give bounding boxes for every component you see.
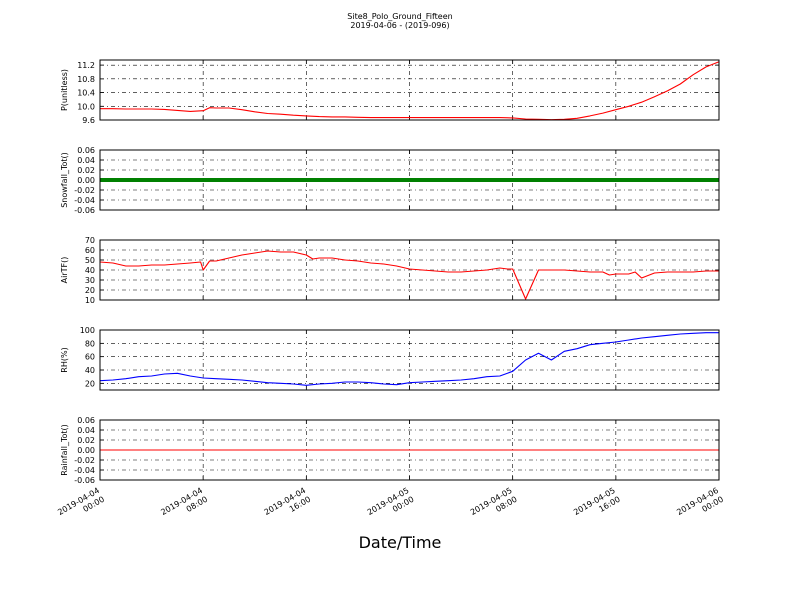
y-tick-label: 10.4 bbox=[77, 89, 95, 98]
y-tick-label: 100 bbox=[80, 326, 95, 335]
y-tick-label: 0.06 bbox=[77, 416, 95, 425]
y-axis-label: P(unitless) bbox=[60, 69, 69, 111]
series-line bbox=[99, 250, 719, 300]
x-axis-label: Date/Time bbox=[358, 533, 442, 552]
x-tick-label: 2019-04-0416:00 bbox=[263, 486, 313, 526]
y-tick-label: -0.02 bbox=[74, 456, 95, 465]
y-tick-label: 0.02 bbox=[77, 166, 95, 175]
plot-frame bbox=[99, 149, 720, 211]
y-tick-label: 11.2 bbox=[77, 61, 95, 70]
x-tick-label: 2019-04-0508:00 bbox=[469, 486, 519, 526]
x-tick-label: 2019-04-0400:00 bbox=[56, 486, 106, 526]
y-tick-label: 0.04 bbox=[77, 156, 95, 165]
y-tick-label: 0.06 bbox=[77, 146, 95, 155]
series-line bbox=[99, 332, 719, 386]
y-tick-label: -0.02 bbox=[74, 186, 95, 195]
y-tick-label: 60 bbox=[85, 353, 95, 362]
series-line bbox=[100, 61, 720, 121]
x-tick-label: 2019-04-0500:00 bbox=[366, 486, 416, 526]
y-tick-label: 9.6 bbox=[82, 116, 95, 125]
figure-subtitle: 2019-04-06 - (2019-096) bbox=[350, 21, 450, 30]
y-tick-label: 10.0 bbox=[77, 102, 95, 111]
y-axis-label: Rainfall_Tot() bbox=[60, 424, 69, 476]
y-tick-label: 0.00 bbox=[77, 446, 95, 455]
plot-frame bbox=[99, 59, 720, 121]
plot-frame bbox=[99, 419, 720, 481]
y-tick-label: 0.02 bbox=[77, 436, 95, 445]
y-tick-label: 60 bbox=[85, 246, 95, 255]
y-tick-label: -0.04 bbox=[74, 466, 95, 475]
figure-title: Site8_Polo_Ground_Fifteen bbox=[347, 12, 453, 21]
y-tick-label: 10.8 bbox=[77, 75, 95, 84]
y-tick-label: 0.00 bbox=[77, 176, 95, 185]
y-tick-label: -0.06 bbox=[74, 476, 95, 485]
y-tick-label: 40 bbox=[85, 266, 95, 275]
x-tick-label: 2019-04-0516:00 bbox=[572, 486, 622, 526]
plot-frame bbox=[99, 329, 720, 391]
plot-frame bbox=[99, 239, 720, 301]
x-tick-label: 2019-04-0600:00 bbox=[675, 486, 725, 526]
y-tick-label: 70 bbox=[85, 236, 95, 245]
y-tick-label: 20 bbox=[85, 286, 95, 295]
y-tick-label: 10 bbox=[85, 296, 95, 305]
y-axis-label: Snowfall_Tot() bbox=[60, 152, 69, 208]
y-tick-label: 40 bbox=[85, 366, 95, 375]
y-tick-label: 20 bbox=[85, 379, 95, 388]
y-axis-label: RH(%) bbox=[60, 347, 69, 372]
y-tick-label: 50 bbox=[85, 256, 95, 265]
y-tick-label: -0.04 bbox=[74, 196, 95, 205]
y-axis-label: AirTF() bbox=[60, 257, 69, 284]
y-tick-label: 30 bbox=[85, 276, 95, 285]
y-tick-label: -0.06 bbox=[74, 206, 95, 215]
y-tick-label: 80 bbox=[85, 339, 95, 348]
y-tick-label: 0.04 bbox=[77, 426, 95, 435]
x-tick-label: 2019-04-0408:00 bbox=[159, 486, 209, 526]
